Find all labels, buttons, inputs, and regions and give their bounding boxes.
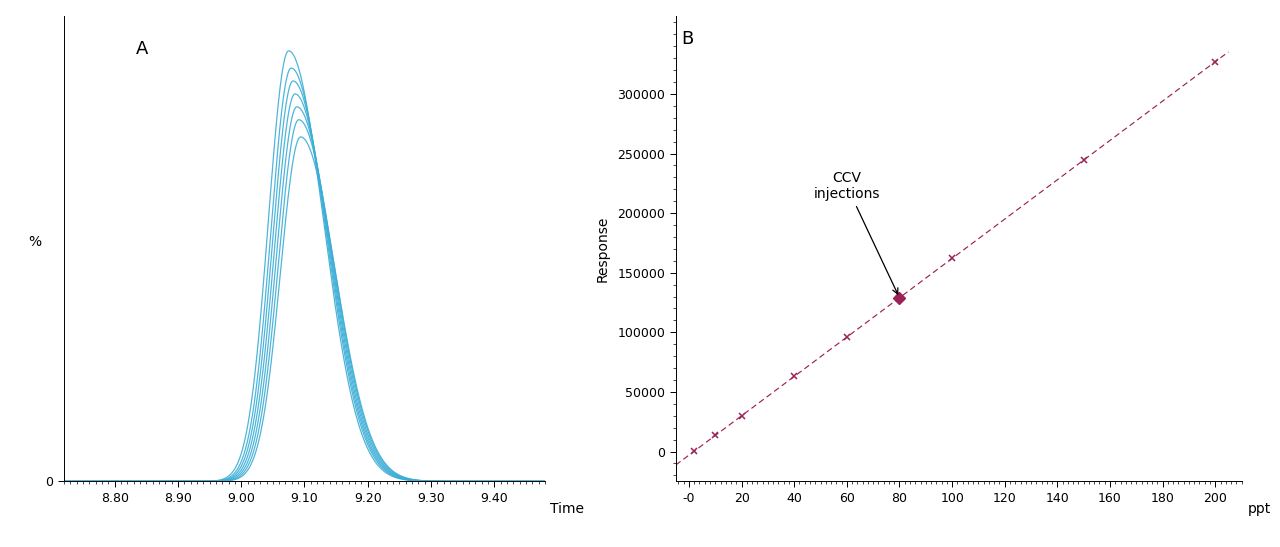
Y-axis label: %: % xyxy=(28,235,41,249)
Text: A: A xyxy=(136,39,148,57)
Text: ppt: ppt xyxy=(1247,502,1271,516)
Y-axis label: Response: Response xyxy=(595,216,609,282)
Text: B: B xyxy=(681,30,694,48)
Text: CCV
injections: CCV injections xyxy=(814,171,897,294)
Text: Time: Time xyxy=(549,502,584,516)
